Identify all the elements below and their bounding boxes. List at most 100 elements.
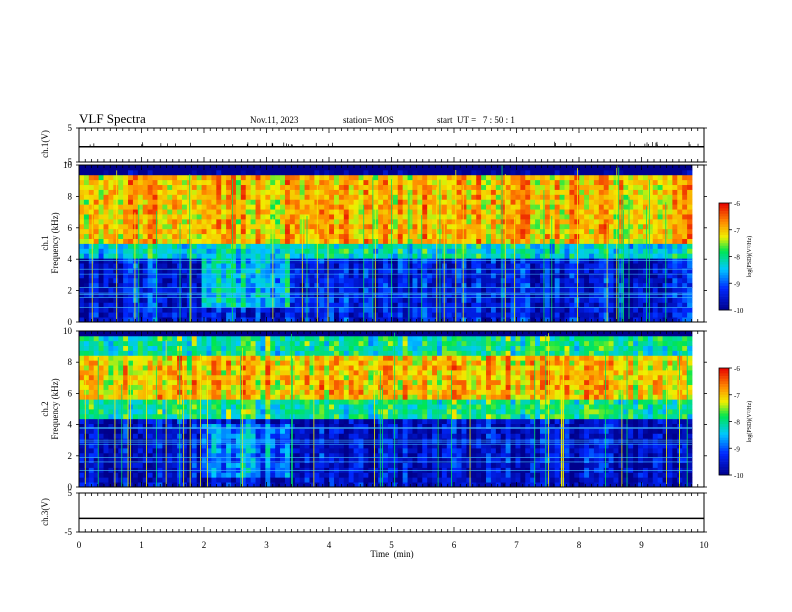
spectrogram-cell [633, 312, 639, 318]
spectrogram-cell [83, 335, 90, 342]
spectrogram-cell [363, 214, 369, 220]
spectrogram-cell [245, 297, 252, 303]
spectrogram-cell [535, 238, 541, 244]
spectrogram-cell [255, 233, 261, 239]
spectrogram-cell [142, 248, 149, 254]
spectrogram-cell [456, 223, 462, 230]
spectrogram-cell [98, 482, 104, 488]
spectrogram-cell [132, 174, 139, 181]
spectrogram-cell [231, 253, 237, 259]
spectrogram-cell [682, 184, 688, 190]
spectrogram-cell [250, 302, 256, 308]
spectrogram-cell [417, 307, 423, 313]
spectrogram-cell [181, 248, 188, 254]
spectrogram-cell [118, 204, 124, 210]
spectrogram-cell [647, 184, 654, 190]
spectrogram-cell [245, 312, 252, 318]
spectrogram-cell [535, 277, 541, 284]
spectrogram-cell [451, 287, 458, 293]
spectrogram-cell [672, 272, 678, 279]
spectrogram-cell [412, 194, 418, 200]
spectrogram-cell [397, 204, 404, 210]
spectrogram-cell [113, 277, 119, 284]
spectrogram-cell [569, 179, 575, 186]
spectrogram-cell [392, 223, 399, 230]
spectrogram-cell [329, 317, 335, 323]
spectrogram-cell [196, 253, 202, 259]
spectrogram-cell [638, 268, 644, 274]
spectrogram-cell [191, 189, 198, 195]
spectrogram-cell [476, 307, 482, 313]
spectrogram-cell [304, 179, 310, 186]
spectrogram-cell [250, 165, 256, 171]
spectrogram-cell [79, 404, 85, 410]
spectrogram-cell [137, 248, 144, 254]
spectrogram-cell [525, 189, 531, 195]
spectrogram-cell [407, 248, 413, 254]
spectrogram-cell [152, 282, 158, 289]
spectrogram-cell [471, 263, 477, 269]
spectrogram-cell [427, 228, 433, 235]
spectrogram-cell [93, 248, 100, 254]
spectrogram-cell [530, 243, 536, 249]
spectrogram-cell [672, 209, 678, 215]
spectrogram-cell [628, 292, 634, 298]
spectrogram-cell [196, 199, 202, 205]
spectrogram-cell [211, 228, 217, 235]
spectrogram-cell [299, 209, 305, 215]
spectrogram-cell [103, 340, 109, 347]
spectrogram-cell [123, 179, 129, 186]
spectrogram-cell [378, 248, 384, 254]
spectrogram-cell [260, 282, 266, 289]
spectrogram-cell [461, 199, 467, 205]
spectrogram-cell [108, 223, 114, 230]
spectrogram-cell [613, 194, 619, 200]
spectrogram-cell [613, 233, 619, 239]
spectrogram-cell [628, 263, 634, 269]
spectrogram-cell [486, 189, 492, 195]
spectrogram-cell [417, 204, 423, 210]
spectrogram-cell [422, 268, 428, 274]
spectrogram-cell [642, 223, 649, 230]
spectrogram-cell [231, 209, 237, 215]
spectrogram-cell [466, 277, 472, 284]
spectrogram-cell [461, 268, 467, 274]
spectrogram-cell [319, 179, 325, 186]
spectrogram-cell [387, 194, 394, 200]
spectrogram-cell [280, 169, 286, 176]
spectrogram-cell [123, 218, 129, 225]
spectrogram-cell [250, 317, 256, 323]
spectrogram-cell [167, 248, 173, 254]
spectrogram-cell [216, 292, 222, 298]
spectrogram-cell [123, 482, 129, 488]
spectrogram-cell [88, 345, 95, 351]
spectrogram-cell [191, 272, 198, 279]
spectrogram-cell [427, 268, 433, 274]
spectrogram-cell [672, 263, 678, 269]
spectrogram-cell [255, 179, 261, 186]
spectrogram-cell [206, 312, 212, 318]
spectrogram-cell [544, 258, 551, 264]
spectrogram-cell [270, 189, 276, 195]
spectrogram-cell [142, 238, 149, 244]
spectrogram-cell [103, 457, 109, 464]
spectrogram-cell [113, 204, 119, 210]
spectrogram-cell [402, 194, 408, 200]
spectrogram-cell [387, 223, 394, 230]
spectrogram-cell [461, 204, 467, 210]
spectrogram-cell [245, 209, 252, 215]
spectrogram-cell [162, 263, 168, 269]
spectrogram-cell [108, 350, 114, 356]
spectrogram-cell [422, 223, 428, 230]
spectrogram-cell [687, 179, 693, 186]
spectrogram-cell [417, 302, 423, 308]
spectrogram-cell [544, 209, 551, 215]
spectrogram-cell [378, 199, 384, 205]
spectrogram-cell [530, 302, 536, 308]
spectrogram-cell [216, 174, 222, 181]
spectrogram-cell [520, 233, 526, 239]
spectrogram-cell [250, 292, 256, 298]
spectrogram-cell [628, 268, 634, 274]
spectrogram-cell [309, 218, 315, 225]
spectrogram-cell [564, 174, 570, 181]
